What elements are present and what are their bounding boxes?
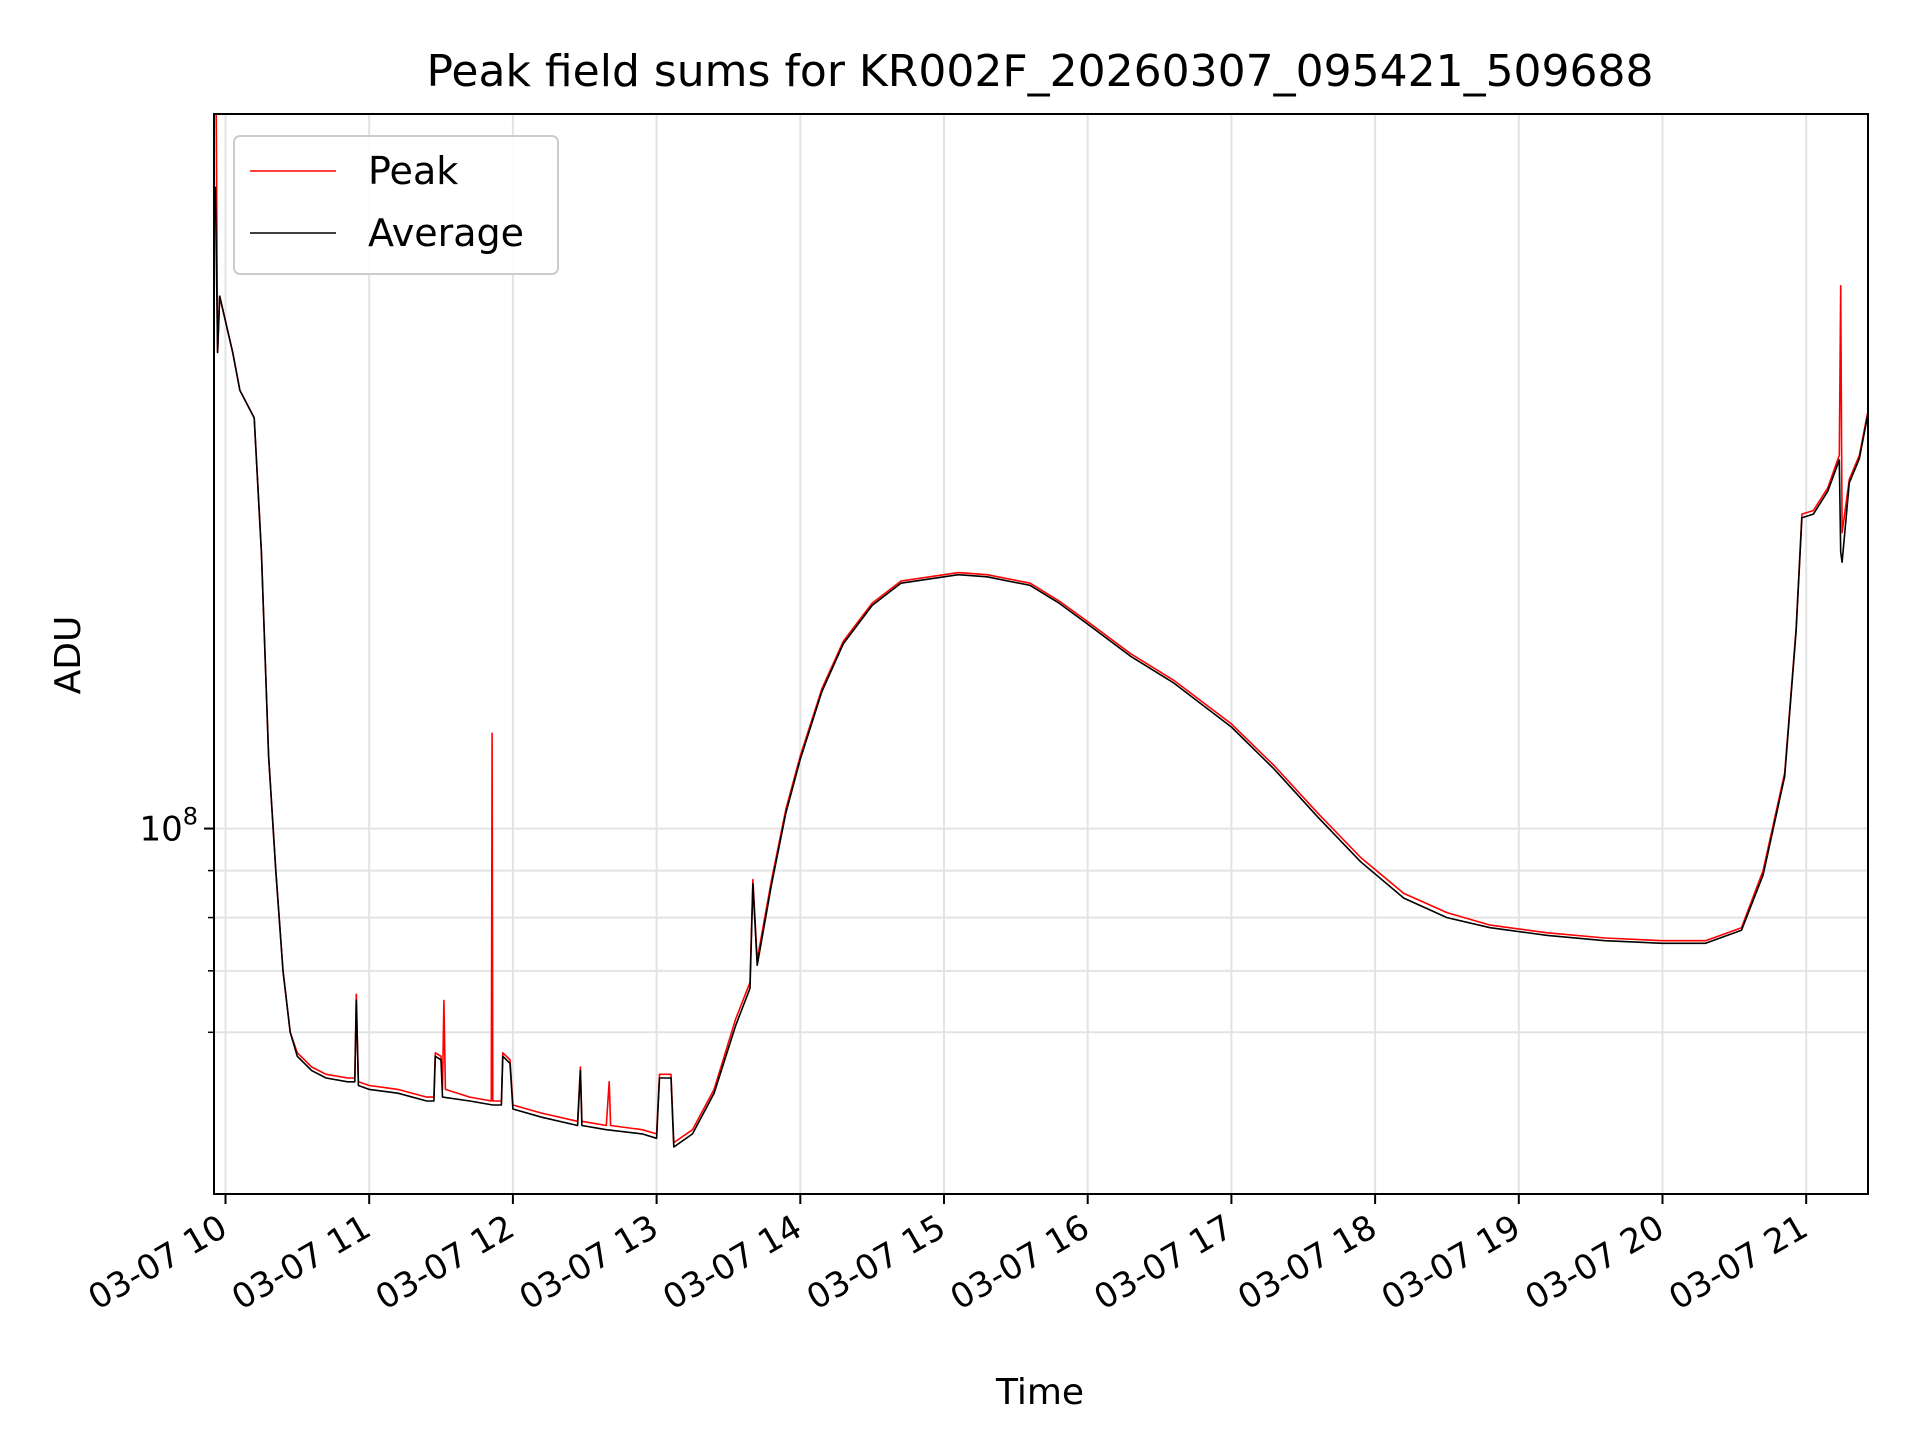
plot-series (214, 113, 1869, 1148)
y-tick-label: 108 (139, 803, 198, 850)
legend-label-average: Average (368, 211, 524, 255)
grid (214, 114, 1868, 1194)
y-axis-title: ADU (48, 616, 89, 695)
y-axis: 108 (139, 803, 214, 1034)
x-axis-title: Time (995, 1372, 1084, 1413)
plot-area-frame (213, 113, 1869, 1195)
chart-title: Peak field sums for KR002F_20260307_0954… (426, 46, 1653, 97)
series-line-average (214, 186, 1869, 1148)
legend-label-peak: Peak (368, 149, 458, 193)
legend: Peak Average (233, 135, 559, 275)
